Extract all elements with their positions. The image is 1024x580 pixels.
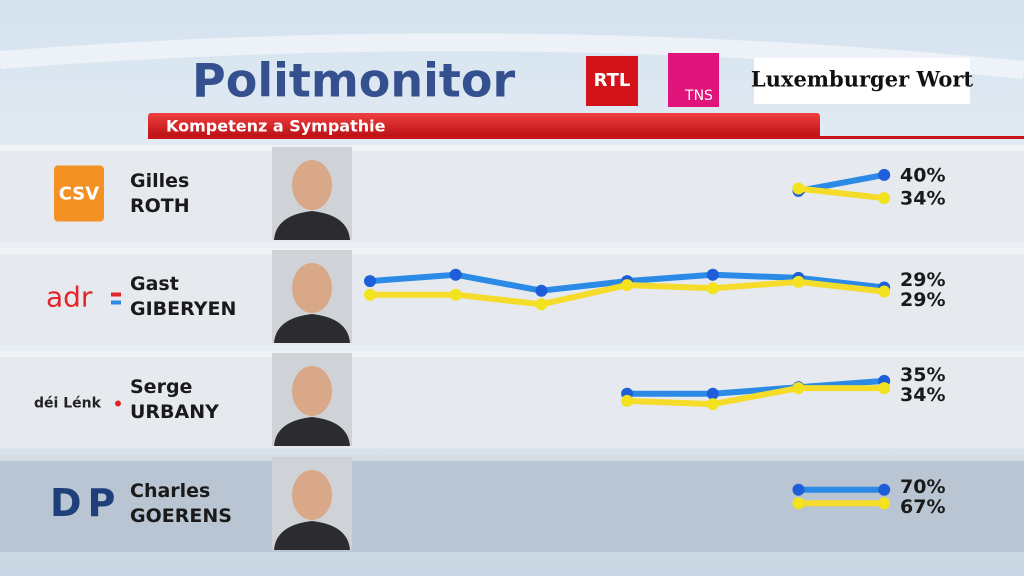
point (878, 497, 891, 510)
row-background (0, 248, 1024, 345)
photo-suit (274, 211, 350, 240)
photo-suit (274, 314, 350, 343)
last-name: GOERENS (130, 505, 232, 527)
point (878, 382, 891, 395)
row-background (0, 351, 1024, 448)
point (364, 288, 376, 301)
point (792, 483, 805, 496)
party-name: adr (46, 281, 93, 314)
value-label: 34% (900, 188, 945, 210)
point (878, 483, 891, 496)
first-name: Charles (130, 480, 210, 502)
value-label: 35% (900, 364, 945, 386)
party-logo (54, 165, 104, 222)
point (364, 275, 376, 288)
rtl-text: RTL (594, 70, 631, 91)
point (535, 298, 548, 311)
series-line (626, 385, 885, 408)
logo-dash (111, 300, 121, 305)
lw-logo (754, 58, 970, 104)
tns-text: TNS (684, 88, 713, 104)
row-background (0, 145, 1024, 242)
point (792, 182, 805, 195)
subtitle-bar (148, 113, 820, 138)
point (535, 284, 548, 297)
logo-dot (115, 400, 121, 407)
logo-dash (111, 292, 121, 297)
row-band (0, 455, 1024, 461)
point (878, 285, 891, 298)
photo-head (292, 160, 332, 210)
row-band (0, 351, 1024, 357)
title: Politmonitor (192, 54, 515, 108)
value-label: 29% (900, 289, 945, 311)
party-name: déi Lénk (34, 396, 102, 412)
photo-head (292, 366, 332, 416)
first-name: Serge (130, 376, 192, 398)
point (449, 288, 462, 301)
red-rule (148, 136, 1024, 139)
photo-suit (274, 521, 350, 550)
point (706, 268, 719, 281)
point (792, 275, 805, 288)
streak (0, 33, 1024, 79)
value-label: 70% (900, 476, 945, 498)
first-name: Gilles (130, 170, 189, 192)
lw-text: Luxemburger Wort (751, 67, 974, 92)
point (449, 268, 462, 281)
value-label: 34% (900, 384, 945, 406)
point (706, 387, 719, 400)
point (621, 394, 634, 407)
party-name: DP (50, 481, 121, 525)
last-name: URBANY (130, 401, 219, 423)
point (792, 382, 805, 395)
point (878, 192, 891, 205)
photo-suit (274, 417, 350, 446)
row-band (0, 248, 1024, 254)
series-line (627, 377, 885, 397)
rtl-logo (586, 56, 638, 106)
point (878, 168, 891, 181)
first-name: Gast (130, 273, 179, 295)
point (792, 497, 805, 510)
point (621, 279, 634, 292)
last-name: ROTH (130, 195, 190, 217)
value-label: 40% (900, 164, 945, 186)
tns-logo (668, 53, 719, 107)
last-name: GIBERYEN (130, 298, 236, 320)
value-label: 67% (900, 496, 945, 518)
row-band (0, 145, 1024, 151)
value-label: 29% (900, 269, 945, 291)
point (706, 398, 719, 411)
photo-head (292, 470, 332, 520)
photo-head (292, 263, 332, 313)
subtitle: Kompetenz a Sympathie (166, 117, 386, 136)
series-line (798, 185, 885, 202)
party-name: CSV (59, 184, 100, 205)
point (706, 282, 719, 295)
